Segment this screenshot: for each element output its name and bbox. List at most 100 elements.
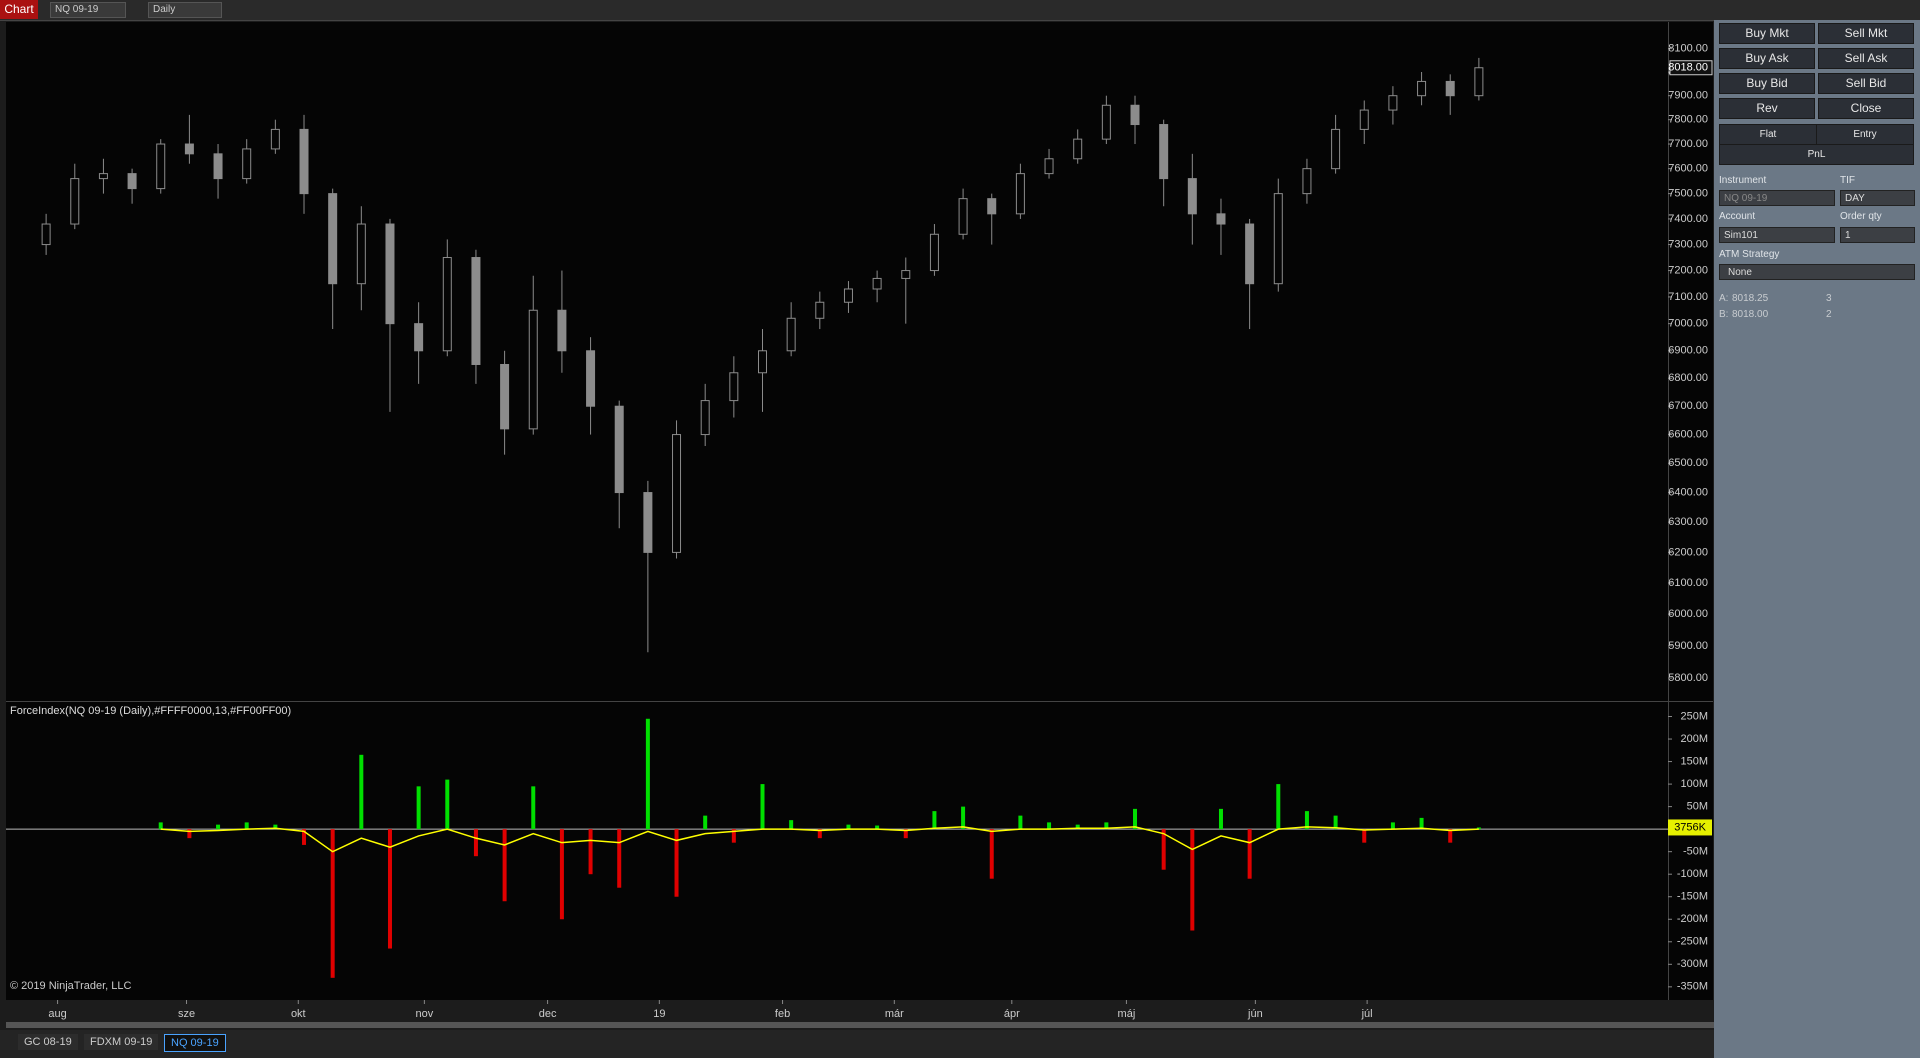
force-bar [158,822,163,830]
candle-body [872,277,882,290]
force-bar [473,829,478,857]
order-button[interactable]: Sell Ask [1818,48,1914,69]
quote-size: 3 [1826,293,1832,304]
pnl-button[interactable]: PnL [1719,144,1914,165]
y-tick-label: 7300.00 [1668,238,1708,250]
x-tick-label: júl [1361,1008,1373,1020]
flat-button[interactable]: Flat [1719,124,1817,145]
force-bar [760,784,765,830]
order-button[interactable]: Buy Bid [1719,73,1815,94]
last-value-box [1668,819,1712,836]
scrollbar[interactable] [6,1022,1714,1028]
order-panel: Buy Mkt Sell Mkt Buy Ask Sell Ask Buy Bid Sel… [1714,20,1920,1058]
y-tick-label: 7200.00 [1668,264,1708,276]
y-tick-label: 7000.00 [1668,318,1708,330]
label: TIF [1840,175,1855,186]
y-tick-label: -300M [1677,958,1708,970]
candle-body [1445,80,1455,97]
force-bar [588,829,593,875]
force-bar [875,825,880,830]
force-bar [846,824,851,830]
atm-field[interactable]: None [1719,264,1915,280]
order-button[interactable]: Rev [1719,98,1815,119]
label: Account [1719,211,1756,222]
force-bar [1476,827,1481,830]
candle-body [213,153,223,180]
y-tick-label: -150M [1677,891,1708,903]
candle-body [586,350,596,407]
candle-body [1130,104,1140,126]
y-tick-label: -100M [1677,868,1708,880]
candle-body [643,492,653,553]
y-tick-label: 6800.00 [1668,372,1708,384]
last-price-label: 8018.00 [1668,62,1708,74]
force-bar [1448,829,1453,843]
chart-tab[interactable]: GC 08-19 [18,1034,78,1050]
window-title[interactable]: Chart [0,0,38,19]
order-button[interactable]: Buy Ask [1719,48,1815,69]
x-tick-label: 19 [653,1008,665,1020]
order-button[interactable]: Sell Mkt [1818,23,1914,44]
force-bar [1419,817,1424,830]
y-tick-label: 200M [1680,733,1708,745]
entry-button[interactable]: Entry [1816,124,1914,145]
y-tick-label: -200M [1677,913,1708,925]
instrument-select[interactable]: NQ 09-19 [50,2,126,18]
force-bar [502,829,507,902]
candle-body [385,223,395,325]
order-button[interactable]: Buy Mkt [1719,23,1815,44]
chart-tab[interactable]: NQ 09-19 [164,1034,226,1052]
indicator-title: ForceIndex(NQ 09-19 (Daily),#FFFF0000,13… [10,705,291,717]
y-tick-label: 5900.00 [1668,640,1708,652]
quote-price: 8018.00 [1732,309,1769,320]
force-bar [989,829,994,879]
chart: ForceIndex(NQ 09-19 (Daily),#FFFF0000,13… [6,22,1714,1028]
y-tick-label: 8100.00 [1668,42,1708,54]
y-tick-label: 100M [1680,778,1708,790]
order-button[interactable]: Close [1818,98,1914,119]
force-bar [531,786,536,830]
label: Instrument [1719,175,1767,186]
candle-body [270,128,280,150]
x-tick-label: aug [48,1008,66,1020]
quote-price: 8018.25 [1732,293,1769,304]
plot-bg [6,22,1668,1000]
y-tick-label: 7900.00 [1668,90,1708,102]
candle-body [41,223,51,246]
candle-body [614,405,624,494]
candle-body [70,178,80,225]
qty-field[interactable]: 1 [1840,227,1915,243]
candle-body [127,173,137,190]
y-tick-label: 7800.00 [1668,114,1708,126]
interval-select[interactable]: Daily [148,2,222,18]
force-bar [1133,808,1138,830]
account-field[interactable]: Sim101 [1719,227,1835,243]
tif-field[interactable]: DAY [1840,190,1915,206]
x-tick-label: már [885,1008,904,1020]
candle-body [700,400,710,436]
force-bar [559,829,564,920]
x-tick-label: ápr [1004,1008,1020,1020]
y-tick-label: 6600.00 [1668,428,1708,440]
candle-body [1273,193,1283,285]
force-bar [932,811,937,830]
y-tick-label: 7700.00 [1668,138,1708,150]
y-tick-label: 6400.00 [1668,486,1708,498]
y-tick-label: 5800.00 [1668,672,1708,684]
chart-tab[interactable]: FDXM 09-19 [84,1034,159,1050]
candle-body [958,198,968,235]
force-bar [1047,822,1052,830]
x-tick-label: máj [1118,1008,1136,1020]
order-button[interactable]: Sell Bid [1818,73,1914,94]
instrument-field[interactable]: NQ 09-19 [1719,190,1835,206]
candle-body [1417,80,1427,97]
ema-line [160,826,1479,853]
candle-body [729,372,739,402]
candle-body [1073,138,1083,160]
force-bar [1304,811,1309,830]
y-tick-label: 6100.00 [1668,577,1708,589]
candle-body [442,257,452,352]
force-bar [216,824,221,830]
quote-side: A: [1719,293,1729,304]
